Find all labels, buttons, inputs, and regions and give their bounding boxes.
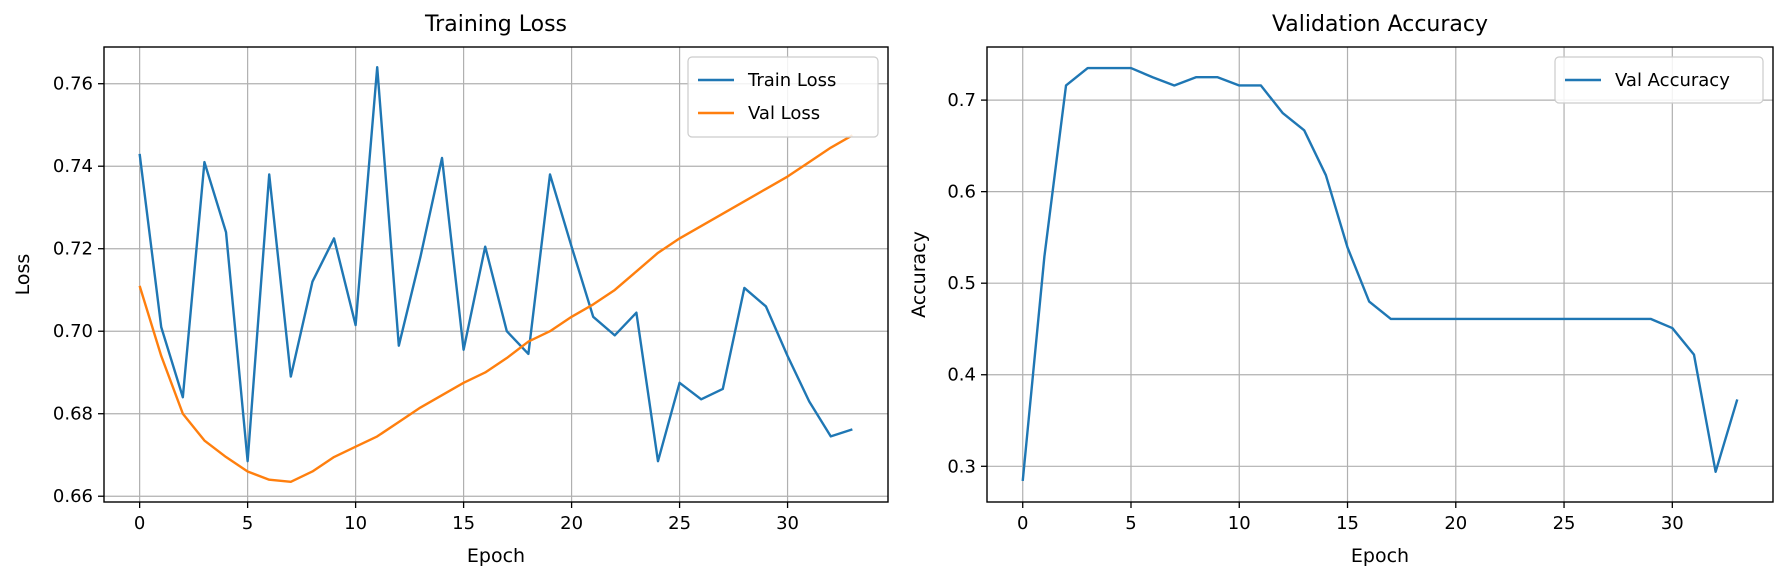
x-tick-label: 5 — [1125, 513, 1136, 534]
x-tick-label: 10 — [344, 513, 367, 534]
x-tick-label: 20 — [1444, 513, 1467, 534]
x-axis-label: Epoch — [1351, 545, 1409, 567]
chart-title: Training Loss — [424, 12, 567, 37]
y-tick-label: 0.70 — [53, 321, 93, 342]
x-tick-label: 0 — [1017, 513, 1028, 534]
x-tick-label: 15 — [1336, 513, 1359, 534]
x-tick-label: 5 — [242, 513, 253, 534]
x-tick-label: 10 — [1228, 513, 1251, 534]
y-axis-label: Loss — [12, 254, 34, 296]
legend: Train Loss Val Loss — [687, 56, 879, 138]
x-tick-label: 25 — [1553, 513, 1576, 534]
series-line-val-accuracy — [1021, 66, 1739, 482]
chart-title: Validation Accuracy — [1272, 12, 1488, 37]
y-tick-label: 0.3 — [947, 456, 976, 477]
x-tick-label: 30 — [1661, 513, 1684, 534]
chart-0: 0 5 10 15 20 25 30 0.66 0.68 0.70 0.72 0.74 0.76 Trai… — [12, 12, 889, 567]
legend-box — [1554, 56, 1764, 104]
legend-box — [687, 56, 879, 138]
y-tick-label: 0.76 — [53, 74, 93, 95]
legend-label: Val Accuracy — [1615, 70, 1730, 91]
y-tick-label: 0.7 — [947, 90, 976, 111]
y-tick-label: 0.4 — [947, 365, 976, 386]
y-tick-label: 0.6 — [947, 182, 976, 203]
y-tick-label: 0.66 — [53, 486, 93, 507]
legend-label: Train Loss — [747, 70, 836, 91]
chart-1: 0 5 10 15 20 25 30 0.3 0.4 0.5 0.6 0.7 Validation Ac… — [908, 12, 1774, 567]
x-tick-label: 30 — [776, 513, 799, 534]
series-line-val-loss — [138, 134, 853, 483]
x-tick-label: 20 — [560, 513, 583, 534]
y-tick-label: 0.72 — [53, 239, 93, 260]
y-tick-label: 0.5 — [947, 273, 976, 294]
x-tick-label: 0 — [134, 513, 145, 534]
y-axis-label: Accuracy — [908, 231, 930, 318]
y-tick-label: 0.74 — [53, 156, 93, 177]
x-axis-label: Epoch — [467, 545, 525, 567]
x-tick-label: 15 — [452, 513, 475, 534]
x-tick-label: 25 — [668, 513, 691, 534]
legend-label: Val Loss — [748, 103, 820, 124]
plot-frame — [986, 46, 1774, 503]
y-tick-label: 0.68 — [53, 404, 93, 425]
series-line-train-loss — [138, 66, 853, 463]
plot-frame — [103, 46, 889, 503]
legend: Val Accuracy — [1554, 56, 1764, 104]
